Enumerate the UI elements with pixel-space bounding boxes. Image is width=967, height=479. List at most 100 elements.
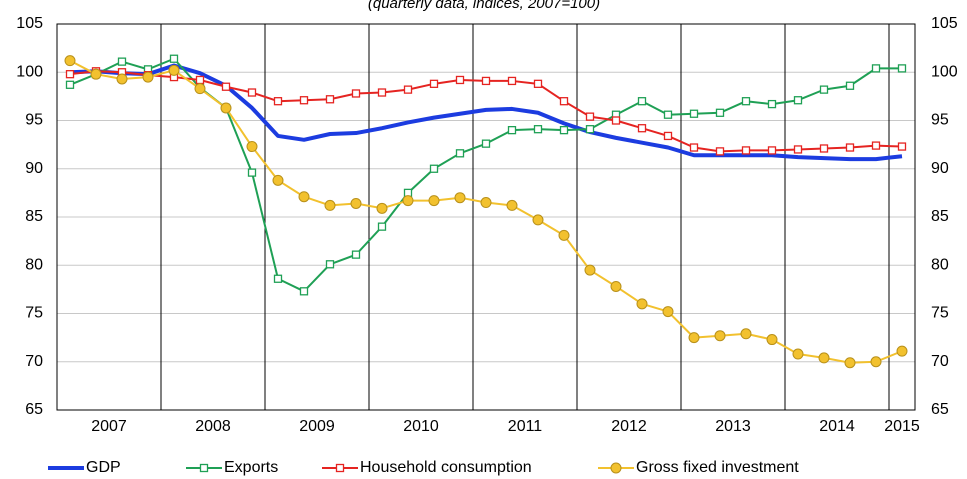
- point: [585, 112, 595, 121]
- y2-tick-label: 85: [931, 208, 949, 225]
- point: [532, 214, 544, 226]
- series-line: [69, 57, 902, 293]
- plot-frame: [56, 23, 916, 411]
- x-tick-label: 2010: [403, 418, 439, 435]
- point: [481, 76, 491, 86]
- point: [793, 145, 803, 154]
- point: [741, 97, 751, 106]
- point: [870, 356, 882, 368]
- point: [611, 116, 621, 125]
- x-tick-label: 2007: [91, 418, 127, 435]
- point: [428, 195, 440, 207]
- y2-tick-label: 65: [931, 401, 949, 418]
- point: [324, 199, 336, 211]
- point: [247, 168, 257, 177]
- point: [715, 108, 725, 117]
- point: [533, 79, 543, 88]
- y-tick-label: 95: [25, 112, 43, 129]
- y2-tick-label: 70: [931, 353, 949, 370]
- point: [507, 126, 517, 135]
- x-tick-label: 2012: [611, 418, 647, 435]
- point: [767, 146, 777, 155]
- point: [689, 143, 699, 152]
- y-tick-label: 65: [25, 401, 43, 418]
- y-tick-label: 75: [25, 305, 43, 322]
- point: [896, 345, 908, 357]
- point: [377, 222, 387, 231]
- legend-marker: [610, 462, 622, 474]
- point: [455, 149, 465, 158]
- legend-marker: [199, 463, 209, 473]
- point: [715, 147, 725, 156]
- point: [194, 83, 206, 95]
- x-tick-label: 2015: [884, 418, 920, 435]
- point: [897, 64, 907, 73]
- point: [376, 202, 388, 214]
- y2-tick-label: 90: [931, 160, 949, 177]
- legend-label: Gross fixed investment: [636, 459, 799, 476]
- point: [663, 110, 673, 119]
- point: [402, 195, 414, 207]
- point: [845, 143, 855, 152]
- point: [247, 88, 257, 97]
- point: [844, 357, 856, 369]
- point: [454, 192, 466, 204]
- chart-title: (quarterly data, indices, 2007=100): [368, 0, 600, 12]
- point: [195, 75, 205, 85]
- x-tick-label: 2008: [195, 418, 231, 435]
- point: [299, 287, 309, 296]
- x-tick-label: 2009: [299, 418, 335, 435]
- point: [740, 328, 752, 340]
- y-tick-label: 80: [25, 256, 43, 273]
- point: [636, 298, 648, 310]
- y2-tick-label: 75: [931, 305, 949, 322]
- y-tick-label: 100: [16, 63, 43, 80]
- point: [298, 191, 310, 203]
- legend-label: GDP: [86, 459, 121, 476]
- y2-tick-label: 80: [931, 256, 949, 273]
- y2-tick-label: 95: [931, 112, 949, 129]
- point: [221, 82, 231, 91]
- point: [559, 126, 569, 135]
- y2-tick-label: 105: [931, 15, 958, 32]
- point: [246, 141, 258, 153]
- point: [64, 55, 76, 67]
- point: [507, 76, 517, 86]
- point: [65, 80, 75, 89]
- point: [818, 352, 830, 364]
- point: [273, 274, 283, 283]
- point: [299, 96, 309, 105]
- point: [351, 89, 361, 98]
- legend-marker: [335, 463, 345, 473]
- point: [65, 70, 75, 79]
- point: [480, 197, 492, 209]
- point: [845, 81, 855, 90]
- series-line: [69, 63, 903, 162]
- x-tick-label: 2013: [715, 418, 751, 435]
- point: [117, 57, 127, 66]
- point: [766, 334, 778, 346]
- point: [533, 125, 543, 134]
- point: [272, 174, 284, 186]
- y-tick-label: 105: [16, 15, 43, 32]
- point: [325, 260, 335, 269]
- x-tick-label: 2014: [819, 418, 855, 435]
- point: [819, 144, 829, 153]
- point: [714, 330, 726, 342]
- y-tick-label: 85: [25, 208, 43, 225]
- point: [689, 109, 699, 118]
- point: [792, 348, 804, 360]
- point: [273, 97, 283, 106]
- point: [793, 96, 803, 105]
- point: [377, 88, 387, 97]
- point: [741, 146, 751, 155]
- point: [168, 64, 180, 76]
- point: [455, 75, 465, 85]
- point: [429, 164, 439, 173]
- x-tick-label: 2011: [508, 418, 543, 435]
- point: [637, 97, 647, 106]
- point: [585, 125, 595, 134]
- point: [90, 68, 102, 80]
- series-line: [69, 59, 903, 364]
